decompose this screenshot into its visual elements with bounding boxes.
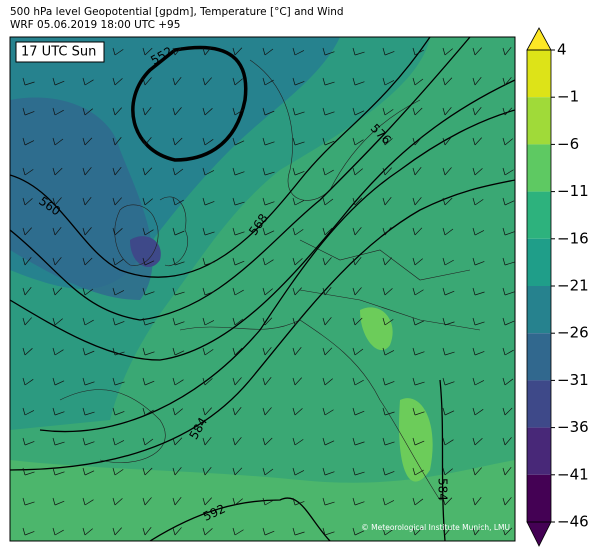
colorbar-tick-label: −21 [557, 277, 589, 295]
subtitle: WRF 05.06.2019 18:00 UTC +95 [10, 19, 180, 31]
colorbar-segment [527, 97, 551, 145]
temp-area [360, 307, 433, 482]
colorbar-tick-label: −6 [557, 135, 579, 153]
colorbar-tick-label: −36 [557, 418, 589, 436]
time-box [15, 41, 105, 63]
wind-barbs [22, 46, 515, 536]
colorbar-tick-label: −16 [557, 229, 589, 247]
colorbar-extend [526, 27, 552, 51]
colorbar-segment [527, 333, 551, 381]
colorbar-tick-label: −11 [557, 182, 589, 200]
colorbar-segment [527, 286, 551, 334]
colorbar-tick-label: 4 [557, 41, 567, 59]
title: 500 hPa level Geopotential [gpdm], Tempe… [10, 6, 344, 18]
colorbar-tick-label: −31 [557, 371, 589, 389]
colorbar-extend [526, 521, 552, 547]
colorbar-segment [527, 50, 551, 98]
map: 17 UTC Sun 552 560 568 576 584 584 592 ©… [9, 36, 516, 542]
colorbar-segment [527, 144, 551, 192]
coastlines [59, 59, 481, 501]
colorbar-segment [527, 427, 551, 475]
colorbar-tick-label: −1 [557, 88, 579, 106]
time-label: 17 UTC Sun [21, 45, 96, 60]
temp-area [130, 236, 161, 268]
map-frame [9, 36, 516, 542]
colorbar-segment [527, 474, 551, 522]
colorbar-segment [527, 191, 551, 239]
colorbar-tick-label: −46 [557, 513, 589, 531]
colorbar: 4 −1 −6 −11 −16 −21 −26 −31 −36 −41 −46 [526, 27, 589, 547]
colorbar-tick-label: −26 [557, 324, 589, 342]
temp-area [10, 97, 153, 300]
credit: © Meteorological Institute Munich, LMU [361, 523, 510, 532]
colorbar-segment [527, 238, 551, 286]
colorbar-segment [527, 380, 551, 428]
contour-label: 584 [436, 478, 450, 501]
colorbar-tick-label: −41 [557, 465, 589, 483]
